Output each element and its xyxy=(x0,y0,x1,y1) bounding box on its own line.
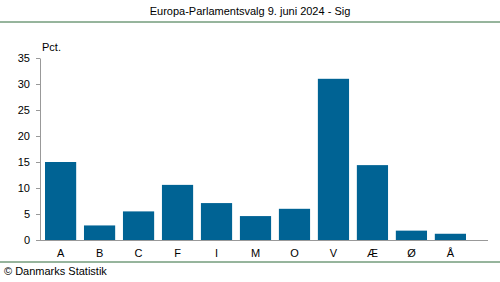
y-tick-mark xyxy=(36,162,40,163)
y-tick: 25 xyxy=(18,104,40,116)
source: © Danmarks Statistik xyxy=(4,265,107,277)
y-tick-mark xyxy=(36,110,40,111)
y-tick: 0 xyxy=(24,234,40,246)
y-tick-mark xyxy=(36,214,40,215)
footer-rule xyxy=(0,262,500,263)
bar xyxy=(45,162,76,240)
bar xyxy=(357,165,388,240)
y-tick: 30 xyxy=(18,78,40,90)
y-tick: 20 xyxy=(18,130,40,142)
x-tick: A xyxy=(57,240,65,259)
x-tick-label: Å xyxy=(447,247,455,259)
bar xyxy=(279,209,310,240)
y-tick: 35 xyxy=(18,52,40,64)
x-tick-label: Æ xyxy=(367,247,378,259)
x-tick: Ø xyxy=(407,240,416,259)
y-tick-label: 30 xyxy=(18,78,30,90)
bar xyxy=(396,231,427,240)
bar xyxy=(84,225,115,240)
y-tick-mark xyxy=(36,136,40,137)
x-tick: Å xyxy=(447,240,455,259)
x-tick-label: V xyxy=(330,247,338,259)
y-tick-mark xyxy=(36,188,40,189)
x-tick: I xyxy=(215,240,218,259)
bar xyxy=(435,234,466,240)
y-tick-label: 25 xyxy=(18,104,30,116)
y-axis-line xyxy=(40,59,41,241)
bar xyxy=(201,203,232,240)
x-tick: Æ xyxy=(367,240,378,259)
bar xyxy=(162,185,193,240)
y-axis-title: Pct. xyxy=(42,41,61,53)
x-tick: F xyxy=(174,240,181,259)
x-axis-line xyxy=(40,240,488,241)
y-tick-mark xyxy=(36,240,40,241)
x-tick-label: C xyxy=(135,247,143,259)
x-tick-label: A xyxy=(57,247,65,259)
x-axis: ABCFIMOVÆØÅ xyxy=(40,240,488,259)
x-tick: B xyxy=(96,240,103,259)
y-tick-label: 5 xyxy=(24,208,30,220)
x-tick-label: Ø xyxy=(407,247,416,259)
y-tick-mark xyxy=(36,84,40,85)
x-tick: O xyxy=(290,240,299,259)
x-tick-label: M xyxy=(251,247,260,259)
y-tick: 15 xyxy=(18,156,40,168)
bar xyxy=(240,216,271,240)
x-tick: C xyxy=(135,240,143,259)
bar xyxy=(318,79,349,240)
x-tick: V xyxy=(330,240,338,259)
header-rule xyxy=(0,22,500,23)
y-tick-label: 10 xyxy=(18,182,30,194)
x-tick-label: B xyxy=(96,247,103,259)
x-tick-label: F xyxy=(174,247,181,259)
y-tick-mark xyxy=(36,58,40,59)
bar xyxy=(123,211,154,240)
title: Europa-Parlamentsvalg 9. juni 2024 - Sig xyxy=(150,5,351,17)
chart: Europa-Parlamentsvalg 9. juni 2024 - Sig… xyxy=(0,0,500,282)
bars xyxy=(45,79,466,240)
y-tick-label: 20 xyxy=(18,130,30,142)
y-axis: 0 5 10 15 20 25 30 35 xyxy=(18,52,41,246)
x-tick: M xyxy=(251,240,260,259)
y-tick-label: 0 xyxy=(24,234,30,246)
x-tick-label: O xyxy=(290,247,299,259)
y-tick: 10 xyxy=(18,182,40,194)
y-tick-label: 35 xyxy=(18,52,30,64)
y-tick: 5 xyxy=(24,208,40,220)
x-tick-label: I xyxy=(215,247,218,259)
y-tick-label: 15 xyxy=(18,156,30,168)
